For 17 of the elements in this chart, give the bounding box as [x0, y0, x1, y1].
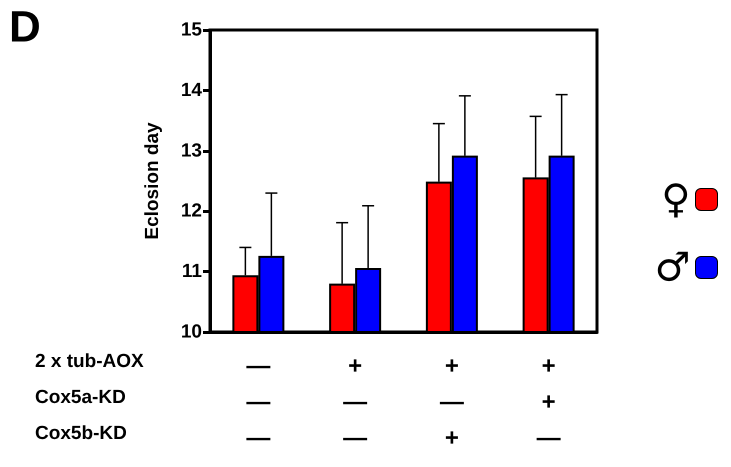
- y-axis-title: Eclosion day: [142, 122, 163, 240]
- x-tick-label: — — —: [246, 352, 270, 452]
- text: Cox5b-KD: [35, 423, 127, 444]
- chart-title: D: [9, 2, 41, 52]
- y-tick-label: 12: [180, 200, 202, 222]
- legend-label: ♀: [661, 176, 690, 222]
- text: 2 x tub-AOX: [35, 351, 144, 372]
- y-tick-label: 13: [180, 140, 202, 162]
- x-tick-label: + — +: [440, 352, 464, 452]
- x-tick-label: + — —: [343, 352, 368, 452]
- y-tick-label: 10: [180, 322, 202, 342]
- y-tick-label: 11: [182, 261, 202, 282]
- y-tick-label: 14: [180, 80, 202, 101]
- y-tick-label: 15: [180, 20, 202, 40]
- text: Cox5a-KD: [35, 387, 126, 408]
- x-tick-label: + + —: [536, 352, 561, 452]
- legend-label: ♂: [654, 244, 690, 290]
